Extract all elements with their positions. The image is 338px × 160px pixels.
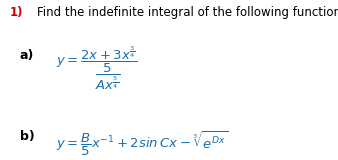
Text: a): a) <box>20 49 34 62</box>
Text: $y = \dfrac{2x+3x^{\frac{3}{4}}}{\dfrac{5}{Ax^{\frac{5}{4}}}}$: $y = \dfrac{2x+3x^{\frac{3}{4}}}{\dfrac{… <box>56 44 138 92</box>
Text: 1): 1) <box>10 6 24 19</box>
Text: $y = \dfrac{B}{5}x^{-1} + 2\mathit{sin}\,Cx - \sqrt[3]{e^{Dx}}$: $y = \dfrac{B}{5}x^{-1} + 2\mathit{sin}\… <box>56 130 228 158</box>
Text: Find the indefinite integral of the following functions:: Find the indefinite integral of the foll… <box>37 6 338 19</box>
Text: b): b) <box>20 130 35 143</box>
